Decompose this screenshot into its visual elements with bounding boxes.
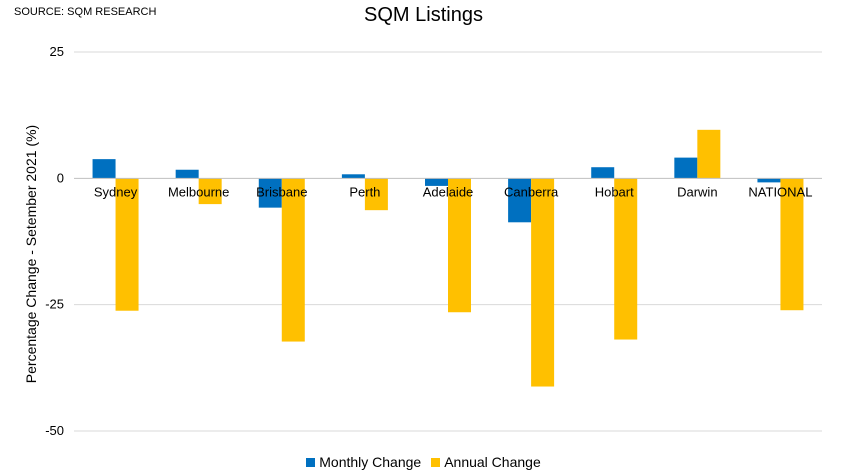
annual-bar-sydney bbox=[115, 178, 139, 311]
x-tick-label: Perth bbox=[349, 184, 380, 199]
y-axis-title: Percentage Change - Setember 2021 (%) bbox=[23, 125, 39, 383]
legend-item-annual: Annual Change bbox=[431, 454, 541, 470]
annual-bar-brisbane bbox=[281, 178, 305, 342]
x-tick-label: NATIONAL bbox=[748, 184, 812, 199]
y-tick-label: -50 bbox=[45, 423, 64, 438]
annual-bar-perth bbox=[364, 178, 388, 211]
x-tick-label: Canberra bbox=[504, 184, 559, 199]
legend-swatch-monthly bbox=[306, 457, 316, 467]
monthly-bar-sydney bbox=[92, 159, 116, 179]
legend-label-monthly: Monthly Change bbox=[319, 454, 422, 470]
bars bbox=[92, 129, 804, 387]
annual-bar-national bbox=[780, 178, 804, 311]
annual-bar-hobart bbox=[614, 178, 638, 340]
x-tick-label: Darwin bbox=[677, 184, 717, 199]
legend: Monthly Change Annual Change bbox=[0, 454, 847, 470]
monthly-bar-hobart bbox=[591, 167, 615, 179]
legend-item-monthly: Monthly Change bbox=[306, 454, 421, 470]
x-tick-label: Brisbane bbox=[256, 184, 307, 199]
y-tick-label: 25 bbox=[50, 44, 64, 59]
annual-bar-adelaide bbox=[448, 178, 471, 313]
monthly-bar-national bbox=[757, 178, 781, 183]
monthly-bar-perth bbox=[341, 174, 365, 179]
legend-swatch-annual bbox=[431, 457, 441, 467]
monthly-bar-darwin bbox=[674, 157, 698, 179]
monthly-bar-brisbane bbox=[258, 178, 282, 208]
monthly-bar-melbourne bbox=[175, 169, 199, 179]
y-tick-label: -25 bbox=[45, 297, 64, 312]
labels: 25 0 -25 -50 Sydney Melbourne Brisbane Perth Ade… bbox=[45, 44, 812, 438]
source-label: SOURCE: SQM RESEARCH bbox=[14, 6, 157, 18]
annual-bar-darwin bbox=[697, 129, 721, 179]
monthly-bar-adelaide bbox=[425, 178, 448, 186]
annual-bar-melbourne bbox=[198, 178, 222, 205]
chart-title: SQM Listings bbox=[364, 4, 483, 26]
x-tick-label: Adelaide bbox=[423, 184, 474, 199]
annual-bar-canberra bbox=[531, 178, 555, 387]
monthly-bar-canberra bbox=[508, 178, 532, 223]
legend-label-annual: Annual Change bbox=[444, 454, 541, 470]
y-tick-label: 0 bbox=[57, 170, 64, 185]
x-tick-label: Hobart bbox=[595, 184, 634, 199]
x-tick-label: Sydney bbox=[94, 184, 138, 199]
x-tick-label: Melbourne bbox=[168, 184, 229, 199]
